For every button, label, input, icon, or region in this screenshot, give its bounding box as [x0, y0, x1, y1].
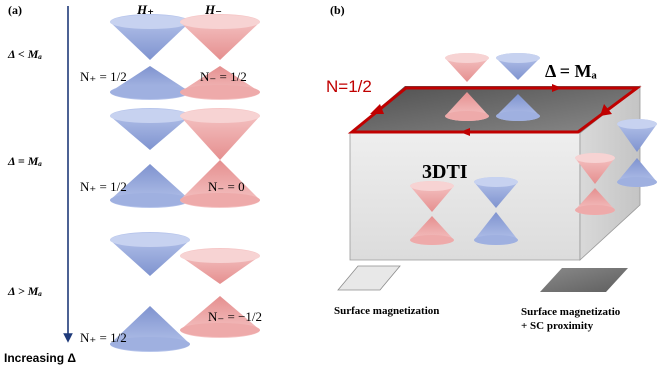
n-minus-row-3: N₋ = −1/2	[208, 309, 262, 324]
panel-a: (a) H₊ H₋ Increasing Δ Δ < Mₐ Δ = Mₐ Δ >…	[4, 2, 262, 365]
legend-swatch-sc-proximity	[540, 268, 628, 292]
red-cone-down-top	[180, 109, 260, 123]
n-plus-row-2: N₊ = 1/2	[80, 179, 127, 194]
red-cone-up-base	[180, 193, 260, 207]
legend-swatch-surface-magnetization	[337, 265, 401, 291]
condition-row-3: Δ > Mₐ	[7, 284, 42, 298]
chiral-edge-loop	[347, 86, 642, 134]
panel-a-label: (a)	[8, 3, 22, 17]
n-minus-row-2: N₋ = 0	[208, 179, 245, 194]
legend-surface-magnetization: Surface magnetization	[334, 305, 439, 317]
column-label-h-minus: H₋	[204, 2, 222, 17]
bottom-surface-blue-cone-pair	[474, 177, 518, 245]
n-half-label: N=1/2	[326, 77, 372, 96]
blue-cone-up-base	[110, 337, 190, 351]
blue-cone-down-top	[110, 109, 190, 123]
side-surface-red-cone-pair	[575, 153, 615, 215]
red-cone-up-base	[180, 323, 260, 337]
top-surface-blue-cone-pair	[496, 53, 540, 121]
condition-row-1: Δ < Mₐ	[7, 47, 42, 61]
cone-pair-h-plus-row-2	[110, 108, 190, 208]
increasing-delta-label: Increasing Δ	[4, 351, 76, 365]
legend-sc-proximity-line-1: Surface magnetizatio	[521, 306, 621, 318]
n-plus-row-3: N₊ = 1/2	[80, 330, 127, 345]
n-plus-row-1: N₊ = 1/2	[80, 69, 127, 84]
condition-row-2: Δ = Mₐ	[7, 154, 42, 168]
column-label-h-plus: H₊	[136, 2, 154, 17]
side-surface-blue-cone-pair	[617, 119, 657, 187]
cone-pair-h-plus-row-1	[110, 14, 190, 100]
ti-label: 3DTI	[422, 161, 468, 183]
delta-equals-ma-label: Δ = Mₐ	[545, 61, 598, 81]
n-minus-row-1: N₋ = 1/2	[200, 69, 247, 84]
blue-cone-up-base	[110, 193, 190, 207]
edge-arrow-right	[600, 104, 612, 116]
edge-arrow-left	[370, 104, 384, 114]
red-cone-up-base	[180, 85, 260, 99]
cone-pair-h-minus-row-1	[180, 14, 260, 100]
edge-arrow-bottom	[460, 128, 470, 136]
red-cone-down-top	[180, 249, 260, 263]
blue-cone-up-base	[110, 85, 190, 99]
cone-pair-h-minus-row-3	[180, 248, 260, 338]
edge-arrow-top	[552, 84, 562, 92]
blue-cone-down-top	[110, 15, 190, 29]
cone-pair-h-plus-row-3	[110, 232, 190, 352]
red-cone-down-top	[180, 15, 260, 29]
bottom-surface-red-cone-pair	[410, 181, 454, 245]
blue-cone-down-top	[110, 233, 190, 247]
legend-sc-proximity-line-2: + SC proximity	[521, 320, 594, 332]
cone-pair-h-minus-row-2	[180, 108, 260, 208]
ti-block-top-face	[350, 86, 640, 133]
ti-block-front-face	[349, 132, 581, 261]
panel-b: (b) N=1/2 Δ = Mₐ 3DTI	[326, 3, 657, 332]
top-surface-red-cone-pair	[445, 53, 489, 121]
panel-b-label: (b)	[330, 3, 345, 17]
